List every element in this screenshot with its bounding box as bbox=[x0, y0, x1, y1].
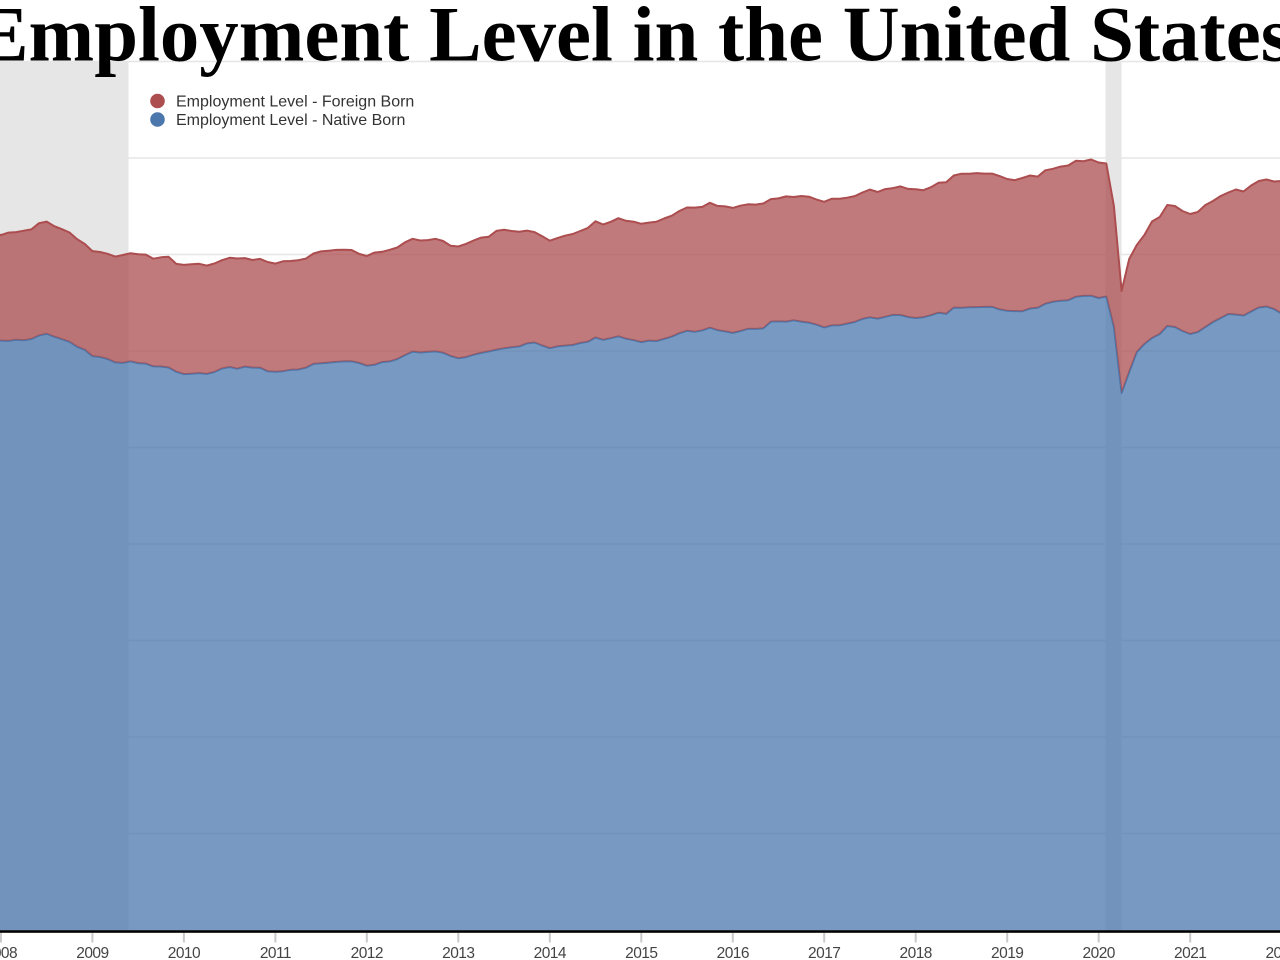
svg-text:2009: 2009 bbox=[76, 945, 108, 960]
svg-text:Employment Level in the United: Employment Level in the United States bbox=[0, 0, 1280, 78]
svg-text:2022: 2022 bbox=[1265, 945, 1280, 960]
svg-text:2019: 2019 bbox=[991, 945, 1023, 960]
svg-text:2014: 2014 bbox=[534, 945, 567, 960]
svg-text:2017: 2017 bbox=[808, 945, 840, 960]
svg-text:2021: 2021 bbox=[1174, 945, 1206, 960]
svg-text:2010: 2010 bbox=[168, 945, 201, 960]
svg-text:2012: 2012 bbox=[351, 945, 383, 960]
svg-text:2015: 2015 bbox=[625, 945, 657, 960]
svg-text:Employment Level - Native Born: Employment Level - Native Born bbox=[176, 112, 405, 129]
svg-text:2018: 2018 bbox=[900, 945, 932, 960]
svg-text:Employment Level - Foreign Bor: Employment Level - Foreign Born bbox=[176, 94, 414, 111]
svg-text:2011: 2011 bbox=[260, 945, 291, 960]
svg-text:2008: 2008 bbox=[0, 945, 17, 960]
svg-text:2013: 2013 bbox=[442, 945, 474, 960]
svg-text:2020: 2020 bbox=[1083, 945, 1116, 960]
svg-text:2016: 2016 bbox=[717, 945, 749, 960]
